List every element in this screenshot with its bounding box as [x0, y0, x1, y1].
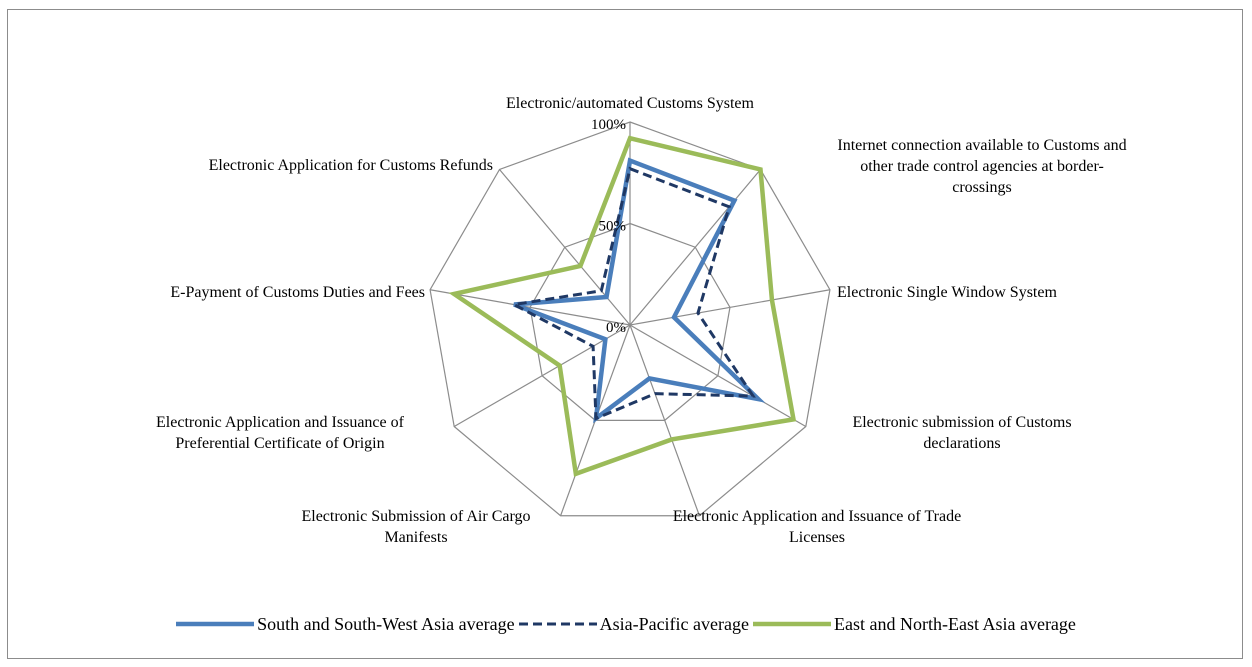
category-label: Electronic/automated Customs System — [506, 95, 755, 112]
legend-item: East and North-East Asia average — [753, 614, 1076, 635]
category-label: Electronic Single Window System — [837, 284, 1057, 301]
radar-series — [448, 135, 797, 477]
series-line-1 — [513, 157, 766, 424]
chart-frame — [7, 9, 1243, 659]
legend: South and South-West Asia average Asia-Pa… — [0, 612, 1252, 636]
category-label: Internet connection available to Customs… — [837, 137, 1126, 196]
legend-swatch — [518, 622, 597, 626]
grid-ring-1 — [529, 222, 731, 421]
tick-label: 50% — [599, 219, 627, 235]
legend-label: South and South-West Asia average — [257, 613, 515, 634]
radial-tick-labels: 0% 50% 100% — [591, 117, 626, 336]
grid-ring-2 — [429, 121, 831, 517]
legend-item: South and South-West Asia average — [176, 614, 515, 635]
tick-label: 0% — [606, 320, 626, 336]
legend-label: Asia-Pacific average — [599, 613, 749, 634]
category-label: Electronic Application and Issuance of Pr… — [156, 414, 405, 452]
radar-grid — [429, 121, 831, 517]
legend-swatch — [176, 621, 255, 627]
legend-swatch — [753, 621, 831, 627]
series-line-2 — [509, 166, 756, 421]
series-line-3 — [448, 135, 797, 477]
legend-item: Asia-Pacific average — [518, 613, 749, 635]
category-label: Electronic Application and Issuance of T… — [673, 508, 961, 546]
category-label: E-Payment of Customs Duties and Fees — [170, 284, 425, 301]
tick-label: 100% — [591, 117, 626, 133]
grid-spoke — [629, 169, 761, 326]
category-label: Electronic Submission of Air Cargo Manife… — [301, 508, 530, 546]
grid-spoke — [429, 289, 631, 326]
grid-spoke — [629, 289, 831, 326]
legend-label: East and North-East Asia average — [834, 613, 1076, 634]
grid-spoke — [629, 324, 700, 516]
category-label: Electronic Application for Customs Refun… — [209, 157, 493, 174]
category-labels: Electronic/automated Customs System Inter… — [156, 95, 1127, 546]
grid-spoke — [629, 324, 807, 428]
grid-spoke — [453, 324, 631, 428]
category-label: Electronic submission of Customs declarat… — [852, 414, 1071, 452]
